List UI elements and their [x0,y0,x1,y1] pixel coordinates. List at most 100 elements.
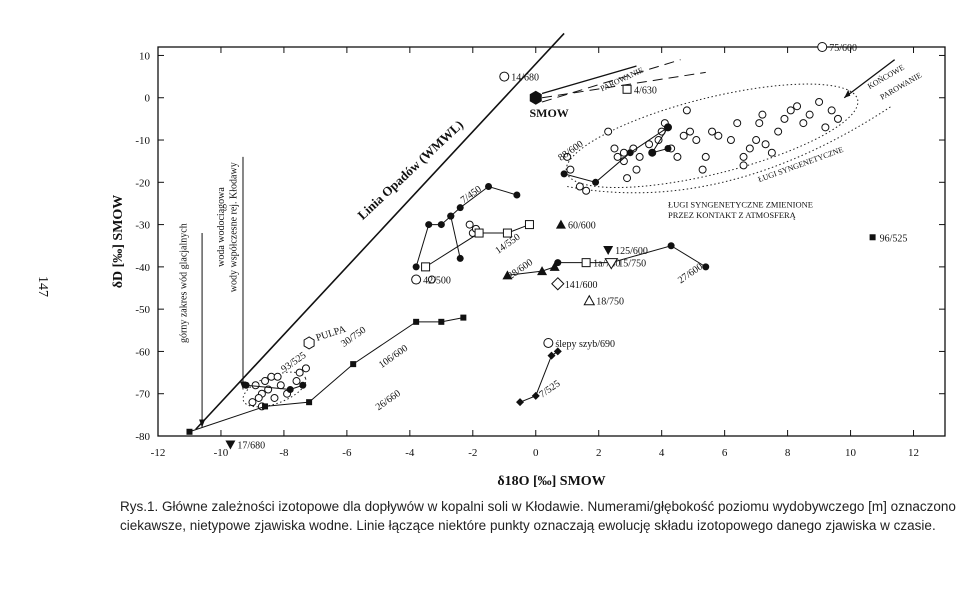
data-point-open-circle [582,186,591,195]
data-point-filled-circle [702,263,710,271]
series-line [425,224,530,268]
data-point-filled-square [350,361,357,368]
y-tick-label: 0 [145,93,151,105]
data-point-open-circle [686,127,695,136]
data-point-open-circle [604,127,613,136]
winter-envelope [242,371,307,408]
data-point-open-triangle [583,294,596,306]
y-tick-label: -80 [135,431,150,443]
data-point-open-circle [726,136,735,145]
smow-marker [529,90,542,105]
data-point-filled-circle [299,381,307,389]
data-point-open-circle [799,119,808,128]
data-point-open-circle [645,140,654,149]
data-point-open-circle [273,372,282,381]
data-point-open-circle [254,393,263,402]
koncowe-arrowhead [844,89,851,98]
data-point-open-diamond [551,277,565,291]
data-point-open-circle [673,152,682,161]
series-line [519,351,559,403]
data-point-open-circle [654,136,663,145]
lugi-envelope [565,83,859,189]
data-point-open-square [622,84,632,94]
data-point-filled-circle [286,385,294,393]
x-tick-label: 12 [908,447,919,459]
data-point-filled-circle [242,381,250,389]
point-label: 18/750 [596,297,624,308]
data-point-open-circle [774,127,783,136]
data-point-open-circle [827,106,836,115]
data-point-open-circle [682,106,691,115]
isotope-chart: -12 -10 -8 -6 -4 -2 0 2 4 6 8 10 12100-10-20-30-40-5… [111,32,946,489]
data-point-filled-circle [560,170,568,178]
data-point-filled-circle [664,144,672,152]
data-point-filled-circle [667,242,675,250]
data-point-filled-circle [592,178,600,186]
data-point-open-circle [714,131,723,140]
data-point-filled-circle [456,204,464,212]
data-point-open-circle [292,377,301,386]
y-tick-label: 10 [139,50,151,62]
data-point-open-circle [566,165,575,174]
x-tick-label: -6 [342,447,352,459]
point-label: 96/525 [880,233,908,244]
data-point-open-circle [745,144,754,153]
data-point-open-square [474,228,484,238]
data-point-open-circle [793,102,802,111]
annotation-label: 27/600 [676,261,705,286]
x-tick-label: -12 [151,447,166,459]
data-point-open-circle [708,127,717,136]
data-point-filled-square [262,403,269,410]
x-tick-label: -4 [405,447,415,459]
caption-line-1: Rys.1. Główne zależności izotopowe dla d… [120,499,956,514]
y-tick-label: -20 [135,177,150,189]
smow-label: SMOW [529,106,568,120]
data-point-open-circle [563,152,572,161]
data-point-open-circle [543,337,554,348]
x-axis-label: δ18O [‰] SMOW [497,474,605,489]
point-label: 4/630 [634,85,657,96]
data-point-open-circle [701,152,710,161]
data-point-open-circle [758,110,767,119]
data-point-filled-diamond [553,347,562,356]
parowanie-dashed [541,59,681,103]
data-point-filled-triangle [555,219,566,229]
point-label: 17/680 [237,440,265,451]
annotation-label: 7/450 [459,184,484,206]
series-line [450,185,518,217]
gmwl-line [195,32,565,430]
data-point-open-circle [767,148,776,157]
data-point-open-circle [833,114,842,123]
y-tick-label: -40 [135,262,150,274]
data-point-filled-triangle [537,266,548,276]
data-point-filled-triangle [502,270,513,280]
data-point-filled-diamond [547,351,556,360]
data-point-open-circle [752,136,761,145]
point-label: 15/750 [618,259,646,270]
annotation-label: 88/600 [556,139,585,164]
figure-caption: Rys.1. Główne zależności izotopowe dla d… [120,497,960,535]
data-point-filled-diamond [516,398,525,407]
data-point-filled-triangle-down [225,440,236,450]
point-label: 42/500 [423,276,451,287]
data-point-open-circle [679,131,688,140]
data-point-filled-circle [648,149,656,157]
y-tick-label: -60 [135,346,150,358]
region-label: górny zakres wód glacjalnych [178,223,189,343]
data-point-filled-square [460,314,467,321]
parowanie-arrow [541,65,637,95]
data-point-open-circle [733,119,742,128]
data-point-filled-circle [425,221,433,229]
data-point-open-circle [815,97,824,106]
region-label: ŁUGI SYNGENETYCZNE ZMIENIONE [668,200,813,210]
data-point-filled-square [186,428,193,435]
x-tick-label: 2 [596,447,602,459]
data-point-open-circle [251,381,260,390]
data-point-open-circle [817,42,828,52]
y-tick-label: -30 [135,220,150,232]
region-label: woda wodociągowa [216,187,227,267]
data-point-filled-square [438,318,445,325]
data-point-open-circle [780,114,789,123]
annotation-label: 28/600 [506,257,535,282]
data-point-open-circle [411,274,422,285]
